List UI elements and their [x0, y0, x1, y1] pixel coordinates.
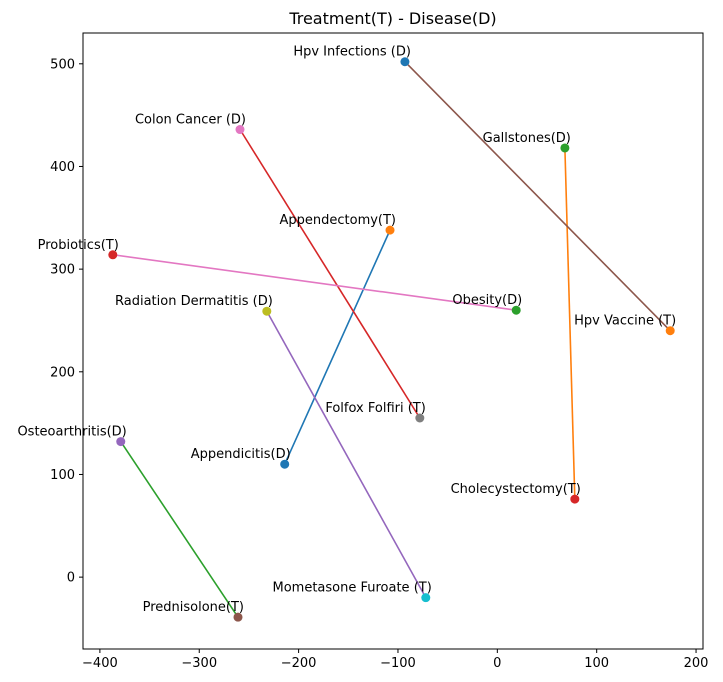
point-label-3-to: Folfox Folfiri (T): [325, 401, 425, 416]
chart-title: Treatment(T) - Disease(D): [288, 9, 496, 28]
data-point-4-from: [262, 306, 272, 316]
point-label-5-to: Hpv Vaccine (T): [574, 314, 676, 329]
data-point-4-to: [421, 593, 431, 603]
point-label-3-from: Colon Cancer (D): [135, 113, 246, 128]
y-tick-label-3: 300: [50, 263, 75, 278]
data-point-5-to: [665, 326, 675, 336]
plot-area-frame: [82, 32, 704, 650]
y-tick-label-1: 100: [50, 468, 75, 483]
x-tick-label-2: −200: [281, 656, 317, 671]
data-point-3-to: [415, 413, 425, 423]
x-tick-label-5: 100: [584, 656, 609, 671]
data-points: [108, 57, 675, 622]
point-label-6-from: Obesity(D): [452, 293, 522, 308]
pair-line-4: [266, 310, 427, 599]
point-labels: Appendicitis(D) Appendectomy(T) Gallstones…: [17, 45, 676, 615]
data-point-0-from: [280, 459, 290, 469]
data-point-0-to: [385, 225, 395, 235]
axes: −400 −300 −200 −100 0 100 200 0 100 200 300 400 500: [50, 57, 708, 671]
y-tick-label-4: 400: [50, 160, 75, 175]
point-label-1-to: Cholecystectomy(T): [451, 482, 581, 497]
x-tick-label-6: 200: [684, 656, 709, 671]
point-label-6-to: Probiotics(T): [38, 238, 119, 253]
y-tick-label-2: 200: [50, 365, 75, 380]
pair-line-6: [112, 253, 517, 311]
data-point-1-to: [570, 494, 580, 504]
data-point-5-from: [400, 57, 410, 67]
y-tick-label-5: 500: [50, 57, 75, 72]
connection-lines: [112, 61, 671, 618]
point-label-0-from: Appendicitis(D): [191, 447, 291, 462]
point-label-4-from: Radiation Dermatitis (D): [115, 294, 273, 309]
data-point-1-from: [560, 143, 570, 153]
data-point-6-to: [108, 250, 118, 260]
x-tick-label-1: −300: [181, 656, 217, 671]
point-label-1-from: Gallstones(D): [483, 131, 571, 146]
point-label-2-from: Osteoarthritis(D): [17, 425, 126, 440]
pair-line-0: [283, 229, 391, 465]
data-point-6-from: [511, 305, 521, 315]
pair-line-5: [404, 61, 671, 332]
data-point-2-to: [233, 612, 243, 622]
pair-line-3: [239, 129, 421, 419]
y-tick-label-0: 0: [67, 571, 75, 586]
point-label-2-to: Prednisolone(T): [143, 600, 244, 615]
x-tick-label-3: −100: [380, 656, 416, 671]
pair-line-1: [564, 147, 576, 500]
x-tick-label-4: 0: [493, 656, 501, 671]
data-point-3-from: [235, 125, 245, 135]
data-point-2-from: [116, 437, 126, 447]
point-label-5-from: Hpv Infections (D): [293, 45, 411, 60]
point-label-4-to: Mometasone Furoate (T): [272, 581, 431, 596]
point-label-0-to: Appendectomy(T): [279, 213, 396, 228]
x-tick-label-0: −400: [82, 656, 118, 671]
pair-line-2: [120, 441, 239, 618]
